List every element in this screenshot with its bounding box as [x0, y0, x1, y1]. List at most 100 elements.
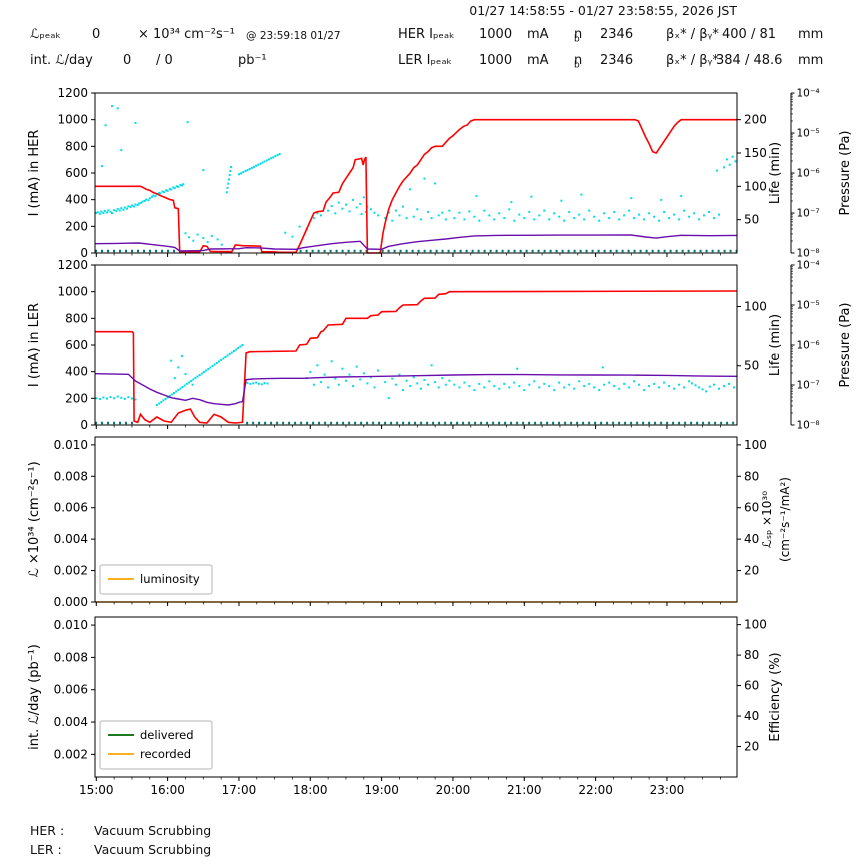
svg-text:200: 200	[65, 219, 88, 233]
svg-text:10⁻⁶: 10⁻⁶	[797, 168, 820, 180]
svg-text:0: 0	[80, 246, 88, 260]
svg-text:0.000: 0.000	[54, 595, 88, 609]
svg-text:200: 200	[65, 391, 88, 405]
nb-base: n	[574, 53, 583, 68]
svg-text:20: 20	[744, 564, 759, 578]
svg-text:17:00: 17:00	[222, 783, 257, 797]
svg-text:40: 40	[744, 709, 759, 723]
her-status-label: HER :	[30, 823, 65, 838]
svg-text:80: 80	[744, 469, 759, 483]
svg-text:19:00: 19:00	[364, 783, 399, 797]
her-status-row: HER : Vacuum Scrubbing	[30, 821, 864, 840]
nb-sub: b	[574, 34, 580, 45]
svg-text:400: 400	[65, 193, 88, 207]
svg-text:10⁻⁶: 10⁻⁶	[797, 340, 820, 352]
panel-luminosity: 0.000 0.002 0.004 0.006 0.008 0.010 ℒ ×10³⁴ (c…	[27, 436, 792, 609]
ler-ipeak-value: 1000	[479, 53, 513, 68]
her-ipeak-label: HER Iₚₑₐₖ	[398, 27, 455, 42]
svg-text:50: 50	[744, 213, 759, 227]
svg-text:0.006: 0.006	[54, 501, 88, 515]
svg-text:int. ℒ/day (pb⁻¹): int. ℒ/day (pb⁻¹)	[27, 644, 42, 750]
svg-text:80: 80	[744, 648, 759, 662]
her-status-value: Vacuum Scrubbing	[94, 823, 212, 838]
svg-text:800: 800	[65, 139, 88, 153]
svg-text:1200: 1200	[57, 86, 88, 100]
svg-text:23:00: 23:00	[650, 783, 685, 797]
svg-text:10⁻⁷: 10⁻⁷	[797, 380, 820, 392]
svg-text:(cm⁻²s⁻¹/mA²): (cm⁻²s⁻¹/mA²)	[778, 477, 792, 562]
svg-text:18:00: 18:00	[293, 783, 328, 797]
svg-text:0: 0	[80, 418, 88, 432]
intl-value2: / 0	[156, 53, 173, 68]
nb-base: n	[574, 27, 583, 42]
ler-beta-value: 384 / 48.6	[716, 53, 783, 68]
ler-status-value: Vacuum Scrubbing	[94, 842, 212, 857]
svg-text:I (mA) in LER: I (mA) in LER	[27, 303, 42, 387]
svg-text:1000: 1000	[57, 113, 88, 127]
svg-text:Life (min): Life (min)	[768, 314, 783, 376]
svg-text:10⁻⁸: 10⁻⁸	[797, 248, 820, 260]
svg-text:0.002: 0.002	[54, 564, 88, 578]
svg-text:Life (min): Life (min)	[768, 142, 783, 204]
svg-text:600: 600	[65, 338, 88, 352]
svg-text:Efficiency (%): Efficiency (%)	[768, 652, 783, 741]
svg-text:100: 100	[744, 299, 767, 313]
lpeak-label-text: ℒₚₑₐₖ	[30, 27, 61, 42]
ma-unit-her: mA	[527, 27, 549, 42]
svg-text:150: 150	[744, 146, 767, 160]
ma-unit-ler: mA	[527, 53, 549, 68]
svg-text:60: 60	[744, 679, 759, 693]
svg-text:0.010: 0.010	[54, 618, 88, 632]
svg-text:10⁻⁴: 10⁻⁴	[797, 260, 820, 272]
svg-text:1000: 1000	[57, 285, 88, 299]
svg-text:ℒ ×10³⁴ (cm⁻²s⁻¹): ℒ ×10³⁴ (cm⁻²s⁻¹)	[27, 461, 42, 577]
lpeak-timestamp: @ 23:59:18 01/27	[246, 30, 341, 42]
ler-status-label: LER :	[30, 842, 62, 857]
svg-text:20:00: 20:00	[436, 783, 471, 797]
panel-her: 0 200 400 600 800 1000 1200 I (mA) in HER 50 100 1…	[27, 86, 853, 260]
ler-nb-value: 2346	[600, 53, 634, 68]
svg-text:40: 40	[744, 532, 759, 546]
legend-luminosity	[99, 564, 213, 595]
nb-sub: b	[574, 60, 580, 71]
time-range-title: 01/27 14:58:55 - 01/27 23:58:55, 2026 JS…	[469, 3, 737, 18]
intl-unit: pb⁻¹	[238, 53, 267, 68]
svg-text:16:00: 16:00	[150, 783, 185, 797]
svg-text:10⁻⁷: 10⁻⁷	[797, 208, 820, 220]
her-beta-label: βₓ* / βᵧ*	[666, 27, 719, 42]
svg-text:0.010: 0.010	[54, 438, 88, 452]
svg-text:0.004: 0.004	[54, 715, 88, 729]
svg-text:21:00: 21:00	[507, 783, 542, 797]
svg-text:0.008: 0.008	[54, 650, 88, 664]
svg-text:0.004: 0.004	[54, 532, 88, 546]
svg-text:10⁻⁵: 10⁻⁵	[797, 128, 820, 140]
svg-text:1200: 1200	[57, 258, 88, 272]
lpeak-value: 0	[92, 27, 101, 42]
svg-text:Pressure (Pa): Pressure (Pa)	[838, 130, 853, 215]
svg-text:I (mA) in HER: I (mA) in HER	[27, 130, 42, 217]
lpeak-unit: × 10³⁴ cm⁻²s⁻¹	[138, 27, 235, 42]
svg-text:Pressure (Pa): Pressure (Pa)	[838, 302, 853, 387]
intl-value: 0	[123, 53, 132, 68]
svg-text:10⁻⁵: 10⁻⁵	[797, 300, 820, 312]
svg-text:100: 100	[744, 618, 767, 632]
ler-ipeak-label: LER Iₚₑₐₖ	[398, 53, 453, 68]
panel-integrated: 0.002 0.004 0.006 0.008 0.010 int. ℒ/day (pb⁻…	[27, 616, 783, 797]
svg-text:luminosity: luminosity	[140, 572, 200, 586]
mm-unit-her: mm	[798, 27, 824, 42]
svg-text:ℒₛₚ ×10³⁰: ℒₛₚ ×10³⁰	[760, 491, 774, 548]
svg-text:200: 200	[744, 113, 767, 127]
mm-unit-ler: mm	[798, 53, 824, 68]
panel-ler: 0 200 400 600 800 1000 1200 I (mA) in LER 50 100L…	[27, 258, 853, 432]
ler-status-row: LER : Vacuum Scrubbing	[30, 840, 864, 859]
svg-text:20: 20	[744, 740, 759, 754]
svg-text:10⁻⁸: 10⁻⁸	[797, 420, 820, 432]
svg-text:22:00: 22:00	[578, 783, 613, 797]
her-ipeak-value: 1000	[479, 27, 513, 42]
status-footer: HER : Vacuum Scrubbing LER : Vacuum Scrubb…	[30, 821, 864, 859]
svg-text:50: 50	[744, 359, 759, 373]
header: 01/27 14:58:55 - 01/27 23:58:55, 2026 JS…	[0, 0, 864, 85]
legend-integrated	[99, 720, 213, 770]
